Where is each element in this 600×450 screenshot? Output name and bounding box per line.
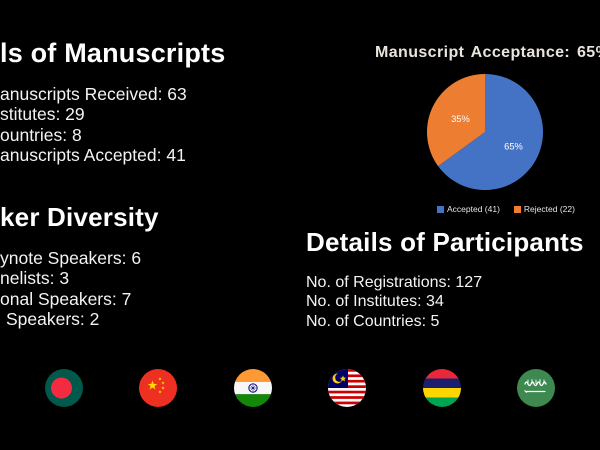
stat-line-panelists: nelists: 3: [0, 268, 70, 289]
speaker-diversity-title: ker Diversity: [0, 202, 159, 232]
stat-line-participant-institutes: No. of Institutes: 34: [306, 293, 444, 311]
mauritius-flag-icon: [423, 369, 461, 407]
stat-line-keynote-speakers: ynote Speakers: 6: [0, 248, 142, 268]
malaysia-flag-icon: [328, 369, 366, 407]
stat-line-manuscripts-received: anuscripts Received: 63: [0, 84, 187, 104]
pie-slice-rejected: [426, 73, 485, 167]
stat-line-participant-countries: No. of Countries: 5: [306, 312, 440, 330]
pie-legend: Accepted (41) Rejected (22): [437, 204, 575, 214]
legend-label-rejected: Rejected (22): [523, 204, 575, 214]
stat-line-institutes: stitutes: 29: [0, 104, 85, 125]
manuscripts-title: ls of Manuscripts: [0, 38, 226, 68]
pie-label-rejected-percent: 35%: [451, 114, 470, 124]
bangladesh-flag-icon: [45, 369, 83, 407]
pie-chart: 65% 35%: [426, 73, 544, 196]
legend-swatch-rejected-icon: [513, 205, 521, 213]
legend-item-rejected: Rejected (22): [513, 204, 575, 214]
pie-label-accepted-percent: 65%: [504, 142, 523, 152]
pie-chart-title: Manuscript Acceptance: 65%: [375, 44, 600, 61]
legend-item-accepted: Accepted (41): [437, 204, 500, 214]
stat-line-other-speakers: Speakers: 2: [6, 309, 100, 330]
stat-line-countries: ountries: 8: [0, 124, 82, 145]
speaker-stats: ynote Speakers: 6 nelists: 3 onal Speake…: [0, 248, 141, 330]
stat-line-manuscripts-accepted: anuscripts Accepted: 41: [0, 145, 186, 166]
pie-chart-svg: 65% 35%: [426, 73, 544, 191]
manuscripts-stats: anuscripts Received: 63 stitutes: 29 oun…: [0, 84, 187, 166]
stat-line-registrations: No. of Registrations: 127: [306, 274, 483, 291]
legend-label-accepted: Accepted (41): [447, 204, 500, 214]
stat-line-national-speakers: onal Speakers: 7: [0, 288, 132, 309]
participants-stats: No. of Registrations: 127 No. of Institu…: [306, 273, 482, 331]
pie-slice-accepted: [438, 73, 544, 191]
participants-title: Details of Participants: [306, 227, 584, 257]
china-flag-icon: [139, 369, 177, 407]
india-flag-icon: [234, 369, 272, 407]
legend-swatch-accepted-icon: [437, 205, 444, 213]
saudi-arabia-flag-icon: [517, 369, 555, 407]
